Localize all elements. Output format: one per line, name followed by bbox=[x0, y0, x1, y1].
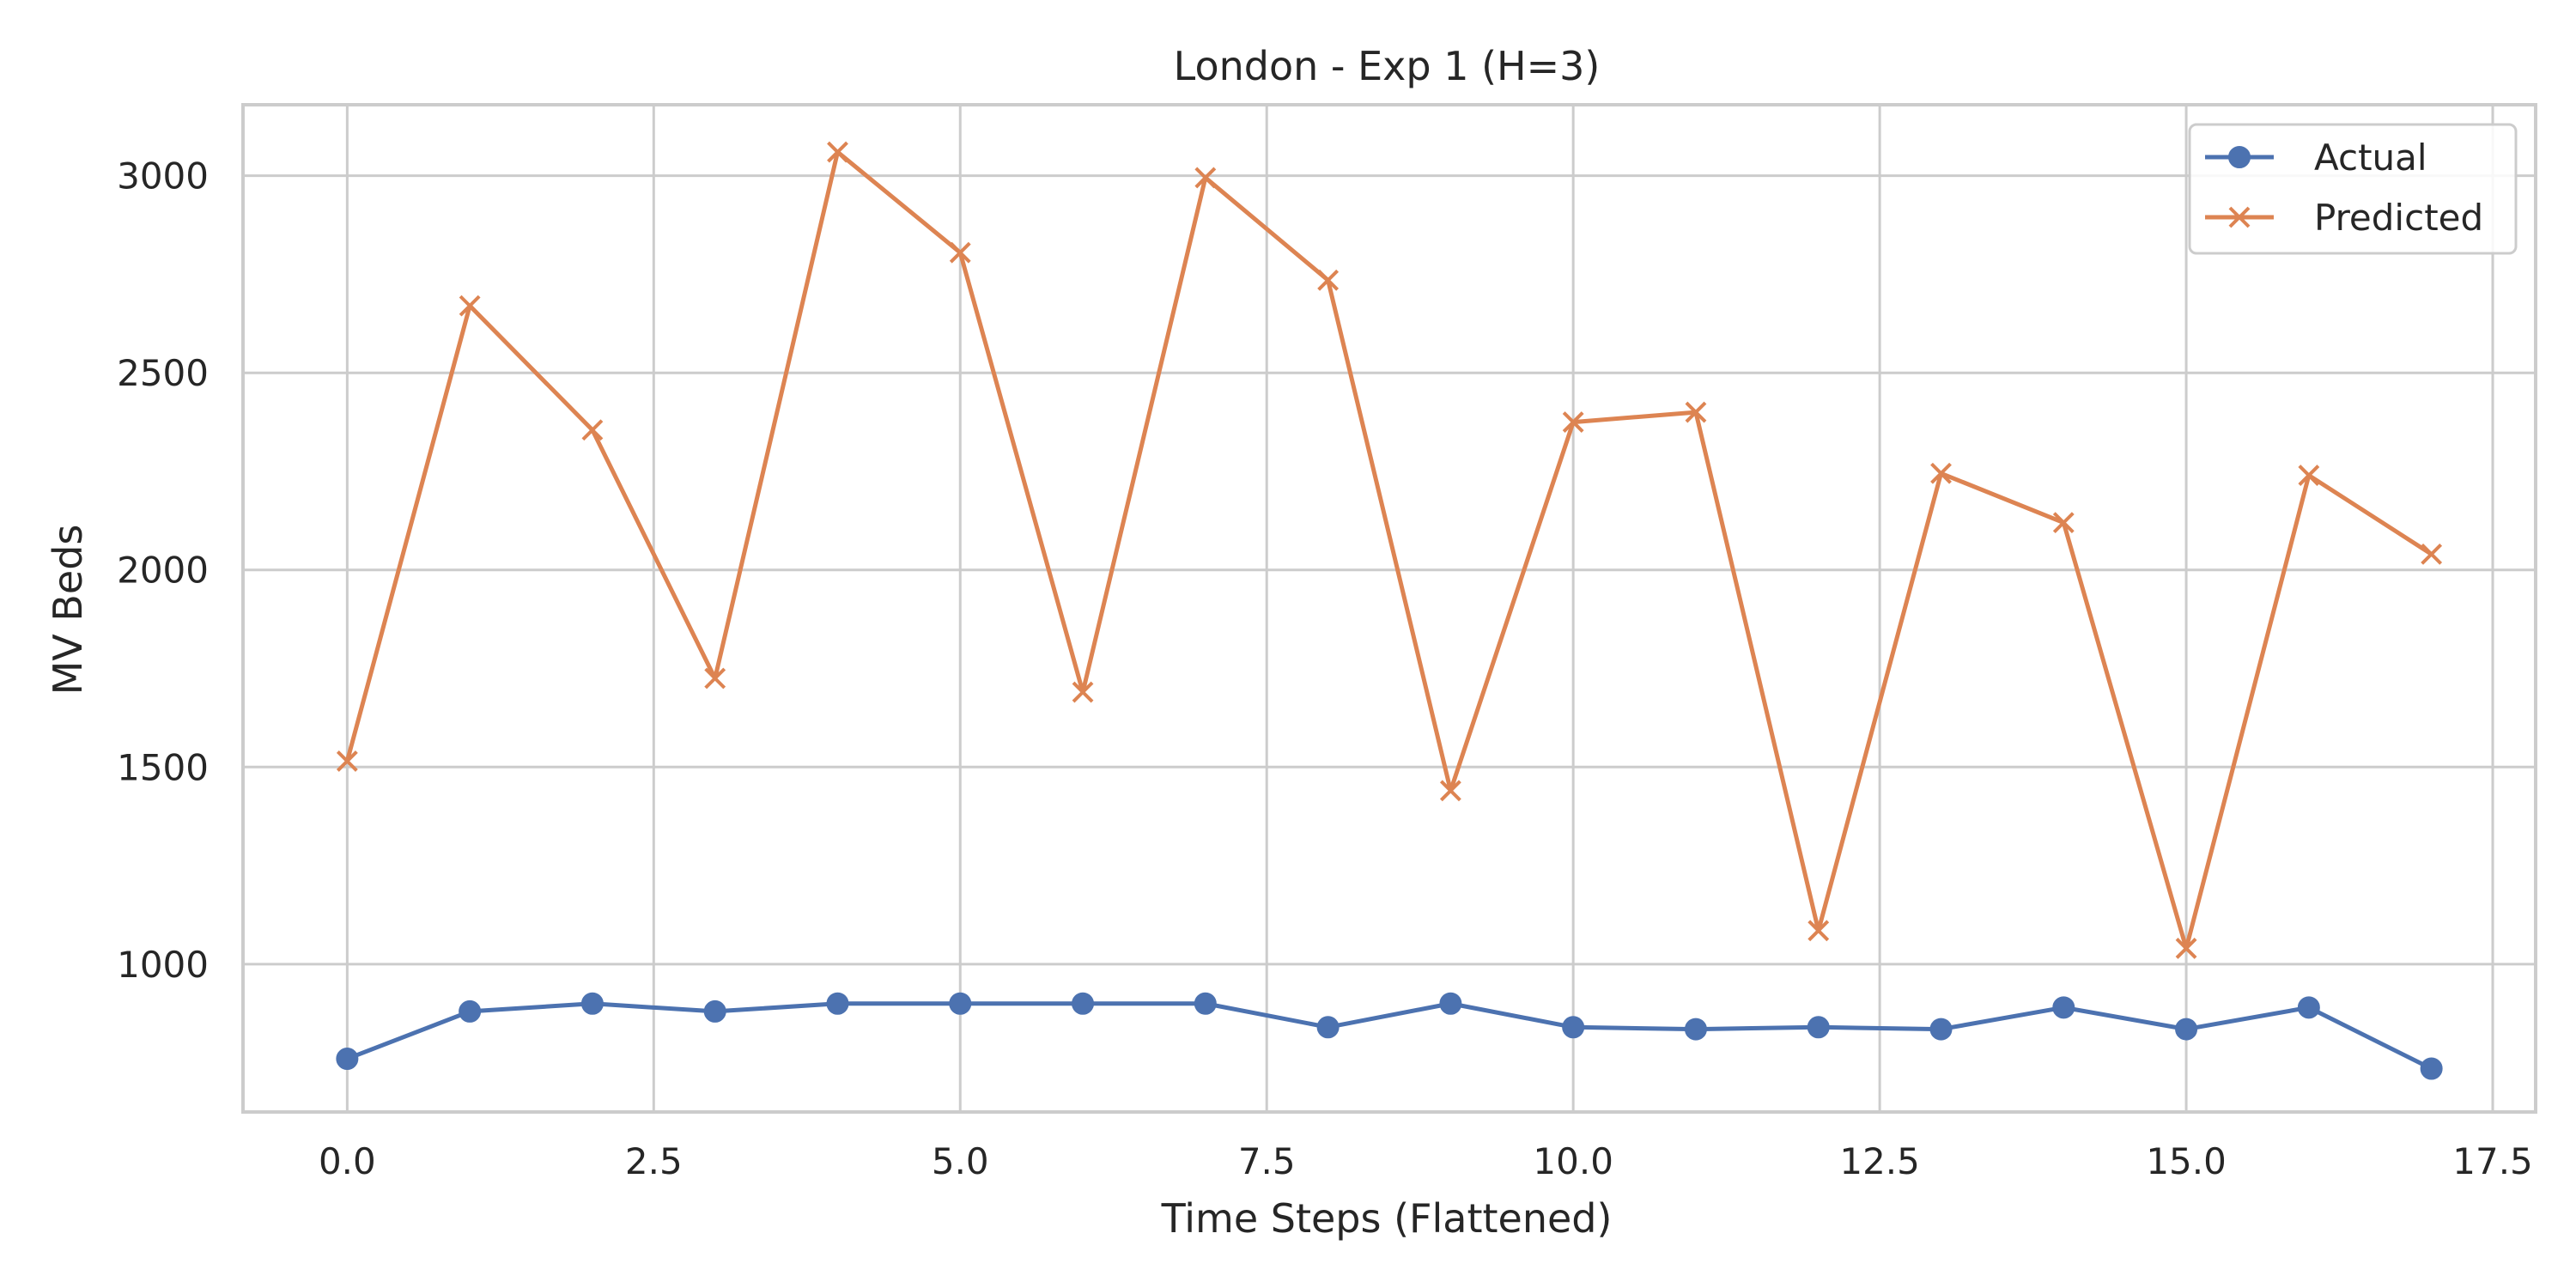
data-point-actual bbox=[1072, 992, 1095, 1015]
legend-item-actual: Actual bbox=[2205, 137, 2427, 179]
data-point-actual bbox=[1807, 1016, 1830, 1039]
y-tick-label: 2500 bbox=[117, 352, 209, 394]
data-point-predicted bbox=[1317, 269, 1340, 291]
y-tick-label: 1500 bbox=[117, 746, 209, 788]
x-tick-label: 7.5 bbox=[1238, 1140, 1296, 1182]
data-point-actual bbox=[580, 992, 604, 1015]
chart-title: London - Exp 1 (H=3) bbox=[1174, 43, 1601, 89]
legend-label-predicted: Predicted bbox=[2314, 197, 2483, 239]
grid bbox=[243, 105, 2536, 1112]
legend-marker-actual bbox=[2228, 146, 2251, 168]
x-tick-label: 12.5 bbox=[1839, 1140, 1920, 1182]
y-axis-label: MV Beds bbox=[45, 525, 91, 696]
x-tick-label: 0.0 bbox=[319, 1140, 376, 1182]
data-point-predicted bbox=[1072, 681, 1094, 703]
data-point-predicted bbox=[459, 295, 481, 317]
x-axis-ticks: 0.0 2.5 5.0 7.5 10.0 12.5 15.0 17.5 bbox=[319, 1140, 2533, 1182]
data-point-predicted bbox=[2052, 512, 2075, 534]
data-point-predicted bbox=[1685, 401, 1707, 423]
data-point-predicted bbox=[1807, 920, 1830, 942]
data-point-predicted bbox=[2421, 543, 2443, 565]
data-point-predicted bbox=[336, 750, 358, 772]
data-point-actual bbox=[336, 1048, 359, 1071]
data-point-predicted bbox=[949, 241, 971, 264]
legend-marker-predicted bbox=[2228, 206, 2251, 228]
data-point-actual bbox=[1439, 992, 1462, 1015]
data-point-actual bbox=[703, 999, 726, 1023]
data-point-predicted bbox=[581, 419, 604, 441]
data-point-actual bbox=[1316, 1016, 1340, 1039]
data-point-actual bbox=[949, 992, 972, 1015]
x-tick-label: 10.0 bbox=[1533, 1140, 1613, 1182]
data-point-actual bbox=[1194, 992, 1217, 1015]
series-predicted bbox=[336, 141, 2443, 959]
data-point-actual bbox=[459, 999, 482, 1023]
x-tick-label: 5.0 bbox=[932, 1140, 989, 1182]
y-tick-label: 1000 bbox=[117, 944, 209, 986]
legend-item-predicted: Predicted bbox=[2205, 197, 2483, 239]
data-point-predicted bbox=[704, 667, 726, 690]
data-point-actual bbox=[826, 992, 849, 1015]
y-axis-ticks: 1000 1500 2000 2500 3000 bbox=[117, 155, 209, 986]
x-tick-label: 15.0 bbox=[2146, 1140, 2227, 1182]
data-point-predicted bbox=[1562, 411, 1584, 433]
y-tick-label: 2000 bbox=[117, 550, 209, 592]
series-actual bbox=[336, 992, 2443, 1080]
plot-frame bbox=[241, 103, 2537, 1114]
data-point-predicted bbox=[1194, 167, 1217, 189]
legend-label-actual: Actual bbox=[2314, 137, 2427, 179]
series-line-actual bbox=[346, 1001, 2433, 1071]
data-point-predicted bbox=[2298, 465, 2320, 486]
data-point-actual bbox=[2420, 1057, 2443, 1080]
x-axis-label: Time Steps (Flattened) bbox=[1161, 1195, 1613, 1242]
data-point-predicted bbox=[827, 141, 848, 163]
data-point-actual bbox=[2297, 996, 2320, 1019]
x-tick-label: 2.5 bbox=[625, 1140, 683, 1182]
data-point-predicted bbox=[1930, 462, 1952, 484]
data-point-predicted bbox=[1439, 780, 1461, 802]
series-layer bbox=[336, 141, 2443, 1080]
data-point-actual bbox=[1684, 1018, 1707, 1041]
data-point-actual bbox=[1562, 1016, 1585, 1039]
data-point-actual bbox=[1929, 1018, 1953, 1041]
data-point-actual bbox=[2175, 1018, 2198, 1041]
legend: Actual Predicted bbox=[2188, 123, 2518, 255]
data-point-actual bbox=[2052, 996, 2075, 1019]
series-line-predicted bbox=[344, 149, 2433, 951]
y-tick-label: 3000 bbox=[117, 155, 209, 197]
data-point-predicted bbox=[2175, 938, 2197, 959]
x-tick-label: 17.5 bbox=[2452, 1140, 2533, 1182]
